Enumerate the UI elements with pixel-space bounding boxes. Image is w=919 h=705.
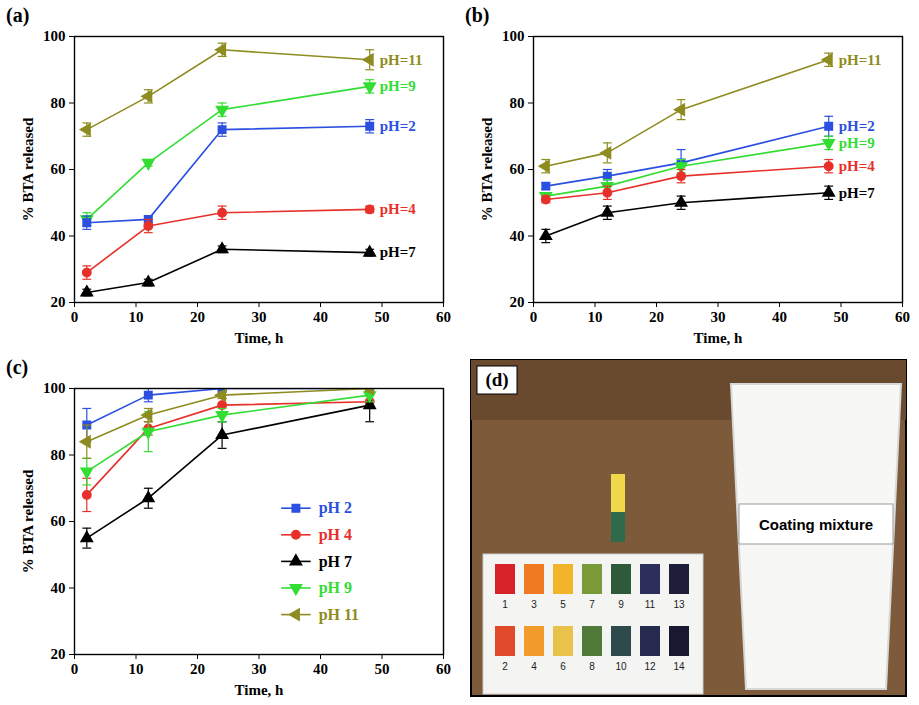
- svg-text:40: 40: [772, 309, 787, 325]
- svg-text:Coating mixture: Coating mixture: [759, 516, 873, 533]
- svg-text:40: 40: [51, 228, 66, 244]
- svg-text:40: 40: [313, 661, 328, 677]
- svg-text:(d): (d): [485, 369, 508, 391]
- svg-text:Time, h: Time, h: [235, 330, 285, 346]
- svg-text:20: 20: [649, 309, 664, 325]
- svg-text:pH=4: pH=4: [839, 158, 876, 174]
- svg-text:60: 60: [510, 161, 525, 177]
- svg-text:pH=2: pH=2: [380, 118, 416, 134]
- svg-text:1: 1: [502, 599, 508, 610]
- svg-text:50: 50: [834, 309, 849, 325]
- svg-text:pH 9: pH 9: [319, 579, 352, 597]
- svg-text:100: 100: [43, 380, 66, 396]
- svg-text:20: 20: [510, 294, 525, 310]
- svg-text:pH 2: pH 2: [319, 499, 352, 517]
- svg-text:10: 10: [615, 661, 627, 672]
- svg-text:20: 20: [51, 294, 66, 310]
- svg-text:pH=7: pH=7: [839, 185, 876, 201]
- svg-text:% BTA released: % BTA released: [20, 469, 36, 573]
- svg-text:pH=4: pH=4: [380, 201, 417, 217]
- html-text:(a): (a): [6, 4, 30, 26]
- svg-text:pH=9: pH=9: [380, 78, 416, 94]
- svg-text:60: 60: [51, 513, 66, 529]
- svg-text:7: 7: [589, 599, 595, 610]
- svg-text:11: 11: [645, 599, 656, 610]
- svg-text:40: 40: [510, 228, 525, 244]
- svg-text:2: 2: [502, 661, 508, 672]
- svg-text:30: 30: [711, 309, 726, 325]
- svg-text:13: 13: [673, 599, 685, 610]
- svg-text:0: 0: [71, 309, 79, 325]
- svg-text:50: 50: [375, 661, 390, 677]
- svg-text:pH=11: pH=11: [380, 52, 423, 68]
- svg-text:10: 10: [588, 309, 603, 325]
- svg-text:8: 8: [589, 661, 595, 672]
- svg-text:40: 40: [51, 580, 66, 596]
- svg-text:30: 30: [252, 661, 267, 677]
- svg-text:40: 40: [313, 309, 328, 325]
- svg-text:pH=9: pH=9: [839, 135, 875, 151]
- svg-text:4: 4: [531, 661, 537, 672]
- svg-text:0: 0: [530, 309, 538, 325]
- svg-text:60: 60: [895, 309, 910, 325]
- svg-text:100: 100: [502, 28, 525, 44]
- svg-text:12: 12: [644, 661, 656, 672]
- svg-text:3: 3: [531, 599, 537, 610]
- svg-text:20: 20: [190, 661, 205, 677]
- svg-text:9: 9: [618, 599, 624, 610]
- svg-text:30: 30: [252, 309, 267, 325]
- svg-text:pH=2: pH=2: [839, 118, 875, 134]
- svg-text:100: 100: [43, 28, 66, 44]
- svg-text:5: 5: [560, 599, 566, 610]
- svg-text:14: 14: [673, 661, 685, 672]
- svg-text:pH 11: pH 11: [319, 606, 359, 624]
- svg-text:60: 60: [436, 661, 451, 677]
- svg-text:pH=7: pH=7: [380, 244, 417, 260]
- svg-text:pH 4: pH 4: [319, 526, 352, 544]
- svg-text:80: 80: [510, 95, 525, 111]
- html-text:(c): (c): [6, 356, 29, 378]
- svg-text:50: 50: [375, 309, 390, 325]
- svg-text:% BTA released: % BTA released: [20, 117, 36, 221]
- html-text:(b): (b): [465, 4, 490, 26]
- svg-text:% BTA released: % BTA released: [479, 117, 495, 221]
- svg-text:20: 20: [51, 646, 66, 662]
- svg-text:10: 10: [129, 661, 144, 677]
- svg-text:20: 20: [190, 309, 205, 325]
- svg-text:0: 0: [71, 661, 79, 677]
- svg-text:pH=11: pH=11: [839, 52, 882, 68]
- svg-text:10: 10: [129, 309, 144, 325]
- svg-text:80: 80: [51, 447, 66, 463]
- svg-text:Time, h: Time, h: [694, 330, 744, 346]
- svg-text:60: 60: [51, 161, 66, 177]
- svg-text:60: 60: [436, 309, 451, 325]
- svg-text:80: 80: [51, 95, 66, 111]
- svg-text:Time, h: Time, h: [235, 682, 285, 698]
- svg-text:pH 7: pH 7: [319, 553, 352, 571]
- svg-text:6: 6: [560, 661, 566, 672]
